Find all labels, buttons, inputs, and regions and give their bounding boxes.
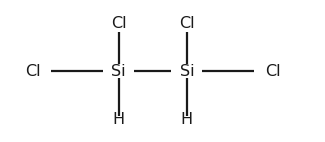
Text: Si: Si	[111, 63, 126, 79]
Text: Cl: Cl	[25, 63, 40, 79]
Text: H: H	[112, 112, 125, 128]
Text: Si: Si	[179, 63, 194, 79]
Text: Cl: Cl	[111, 16, 126, 31]
Text: Cl: Cl	[179, 16, 195, 31]
Text: Cl: Cl	[265, 63, 281, 79]
Text: H: H	[181, 112, 193, 128]
